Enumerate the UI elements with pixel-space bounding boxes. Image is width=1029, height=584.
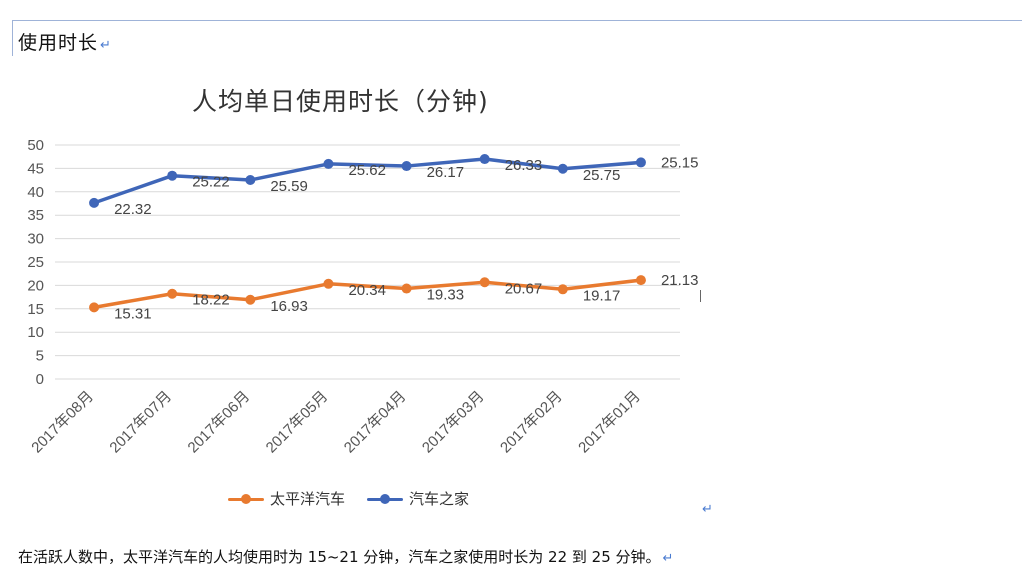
x-tick-label: 2017年06月 xyxy=(185,388,254,457)
x-tick-label: 2017年04月 xyxy=(341,388,410,457)
y-tick-label: 25 xyxy=(27,254,44,271)
data-label-series-2: 25.59 xyxy=(270,178,308,195)
data-point-series-2[interactable] xyxy=(245,175,256,186)
data-point-series-2[interactable] xyxy=(479,154,490,165)
x-tick-label: 2017年08月 xyxy=(28,388,97,457)
data-point-series-1[interactable] xyxy=(89,302,100,313)
caption-text: 在活跃人数中，太平洋汽车的人均使用时为 15~21 分钟，汽车之家使用时长为 2… xyxy=(18,548,661,566)
series-line-1 xyxy=(93,278,642,310)
data-label-series-1: 21.13 xyxy=(661,272,699,289)
x-tick-label: 2017年05月 xyxy=(263,388,332,457)
data-point-series-1[interactable] xyxy=(245,294,256,305)
data-label-series-1: 19.17 xyxy=(583,287,621,304)
data-label-series-1: 16.93 xyxy=(270,298,308,315)
y-tick-label: 40 xyxy=(27,184,44,201)
legend-label-series-1: 太平洋汽车 xyxy=(270,490,346,508)
y-tick-label: 0 xyxy=(36,371,44,388)
data-point-series-2[interactable] xyxy=(323,158,334,169)
legend-item-series-1[interactable]: 太平洋汽车 xyxy=(228,488,345,509)
y-tick-label: 10 xyxy=(27,324,44,341)
paragraph-mark-icon: ↵ xyxy=(662,551,674,566)
data-label-series-2: 25.62 xyxy=(348,162,386,179)
data-label-series-2: 25.22 xyxy=(192,174,230,191)
x-tick-label: 2017年02月 xyxy=(497,388,566,457)
data-label-series-2: 25.75 xyxy=(583,167,621,184)
series-lines xyxy=(93,157,642,310)
x-tick-label: 2017年03月 xyxy=(419,388,488,457)
y-tick-label: 35 xyxy=(27,207,44,224)
legend-item-series-2[interactable]: 汽车之家 xyxy=(367,488,469,509)
y-tick-label: 5 xyxy=(36,348,44,365)
data-label-series-1: 18.22 xyxy=(192,292,230,309)
section-heading: 使用时长 ↵ xyxy=(18,28,112,55)
text-cursor-icon xyxy=(700,290,701,302)
data-label-series-1: 15.31 xyxy=(114,305,152,322)
caption-paragraph: 在活跃人数中，太平洋汽车的人均使用时为 15~21 分钟，汽车之家使用时长为 2… xyxy=(18,546,673,567)
data-label-series-2: 26.33 xyxy=(505,157,543,174)
data-label-series-2: 26.17 xyxy=(427,164,465,181)
legend-label-series-2: 汽车之家 xyxy=(409,490,470,508)
y-tick-label: 30 xyxy=(27,231,44,248)
legend-dot-series-1 xyxy=(241,493,251,504)
data-point-series-2[interactable] xyxy=(635,157,646,168)
x-axis-tick-labels: 2017年08月 2017年07月 2017年06月 2017年05月 2017年04月… xyxy=(28,388,644,457)
data-point-series-1[interactable] xyxy=(635,275,646,286)
paragraph-mark-icon: ↵ xyxy=(100,38,112,53)
chart-legend: 太平洋汽车 汽车之家 xyxy=(228,488,469,509)
data-point-series-2[interactable] xyxy=(401,161,412,172)
legend-swatch-series-2 xyxy=(367,493,404,504)
data-label-series-1: 19.33 xyxy=(427,287,465,304)
data-label-series-1: 20.67 xyxy=(505,280,543,297)
data-point-series-1[interactable] xyxy=(557,284,568,295)
page-left-border xyxy=(12,20,13,56)
paragraph-mark-icon: ↵ xyxy=(702,502,713,517)
x-tick-label: 2017年07月 xyxy=(106,388,175,457)
data-point-series-1[interactable] xyxy=(401,283,412,294)
data-point-series-2[interactable] xyxy=(89,197,100,208)
series-line-2 xyxy=(93,157,642,205)
y-tick-label: 50 xyxy=(27,137,44,154)
legend-dot-series-2 xyxy=(380,493,391,504)
y-tick-label: 20 xyxy=(27,277,44,294)
section-heading-text: 使用时长 xyxy=(18,32,99,54)
data-label-series-2: 25.15 xyxy=(661,154,699,171)
data-point-series-1[interactable] xyxy=(479,277,490,288)
legend-swatch-series-1 xyxy=(228,493,264,504)
chart-title: 人均单日使用时长（分钟) xyxy=(192,87,489,116)
data-label-series-1: 20.34 xyxy=(348,282,386,299)
y-tick-label: 45 xyxy=(27,160,44,177)
x-tick-label: 2017年01月 xyxy=(575,388,644,457)
series-points xyxy=(89,154,646,313)
data-labels: 15.31 18.22 16.93 20.34 19.33 20.67 19.17 21.13… xyxy=(114,154,698,322)
page-top-border xyxy=(12,20,1022,21)
data-point-series-2[interactable] xyxy=(557,163,568,174)
data-point-series-1[interactable] xyxy=(167,288,178,299)
data-point-series-1[interactable] xyxy=(323,278,334,289)
y-axis-tick-labels: 0 5 10 15 20 25 30 35 40 45 50 xyxy=(27,137,44,388)
data-label-series-2: 22.32 xyxy=(114,201,152,218)
y-tick-label: 15 xyxy=(27,301,44,318)
data-point-series-2[interactable] xyxy=(167,170,178,181)
